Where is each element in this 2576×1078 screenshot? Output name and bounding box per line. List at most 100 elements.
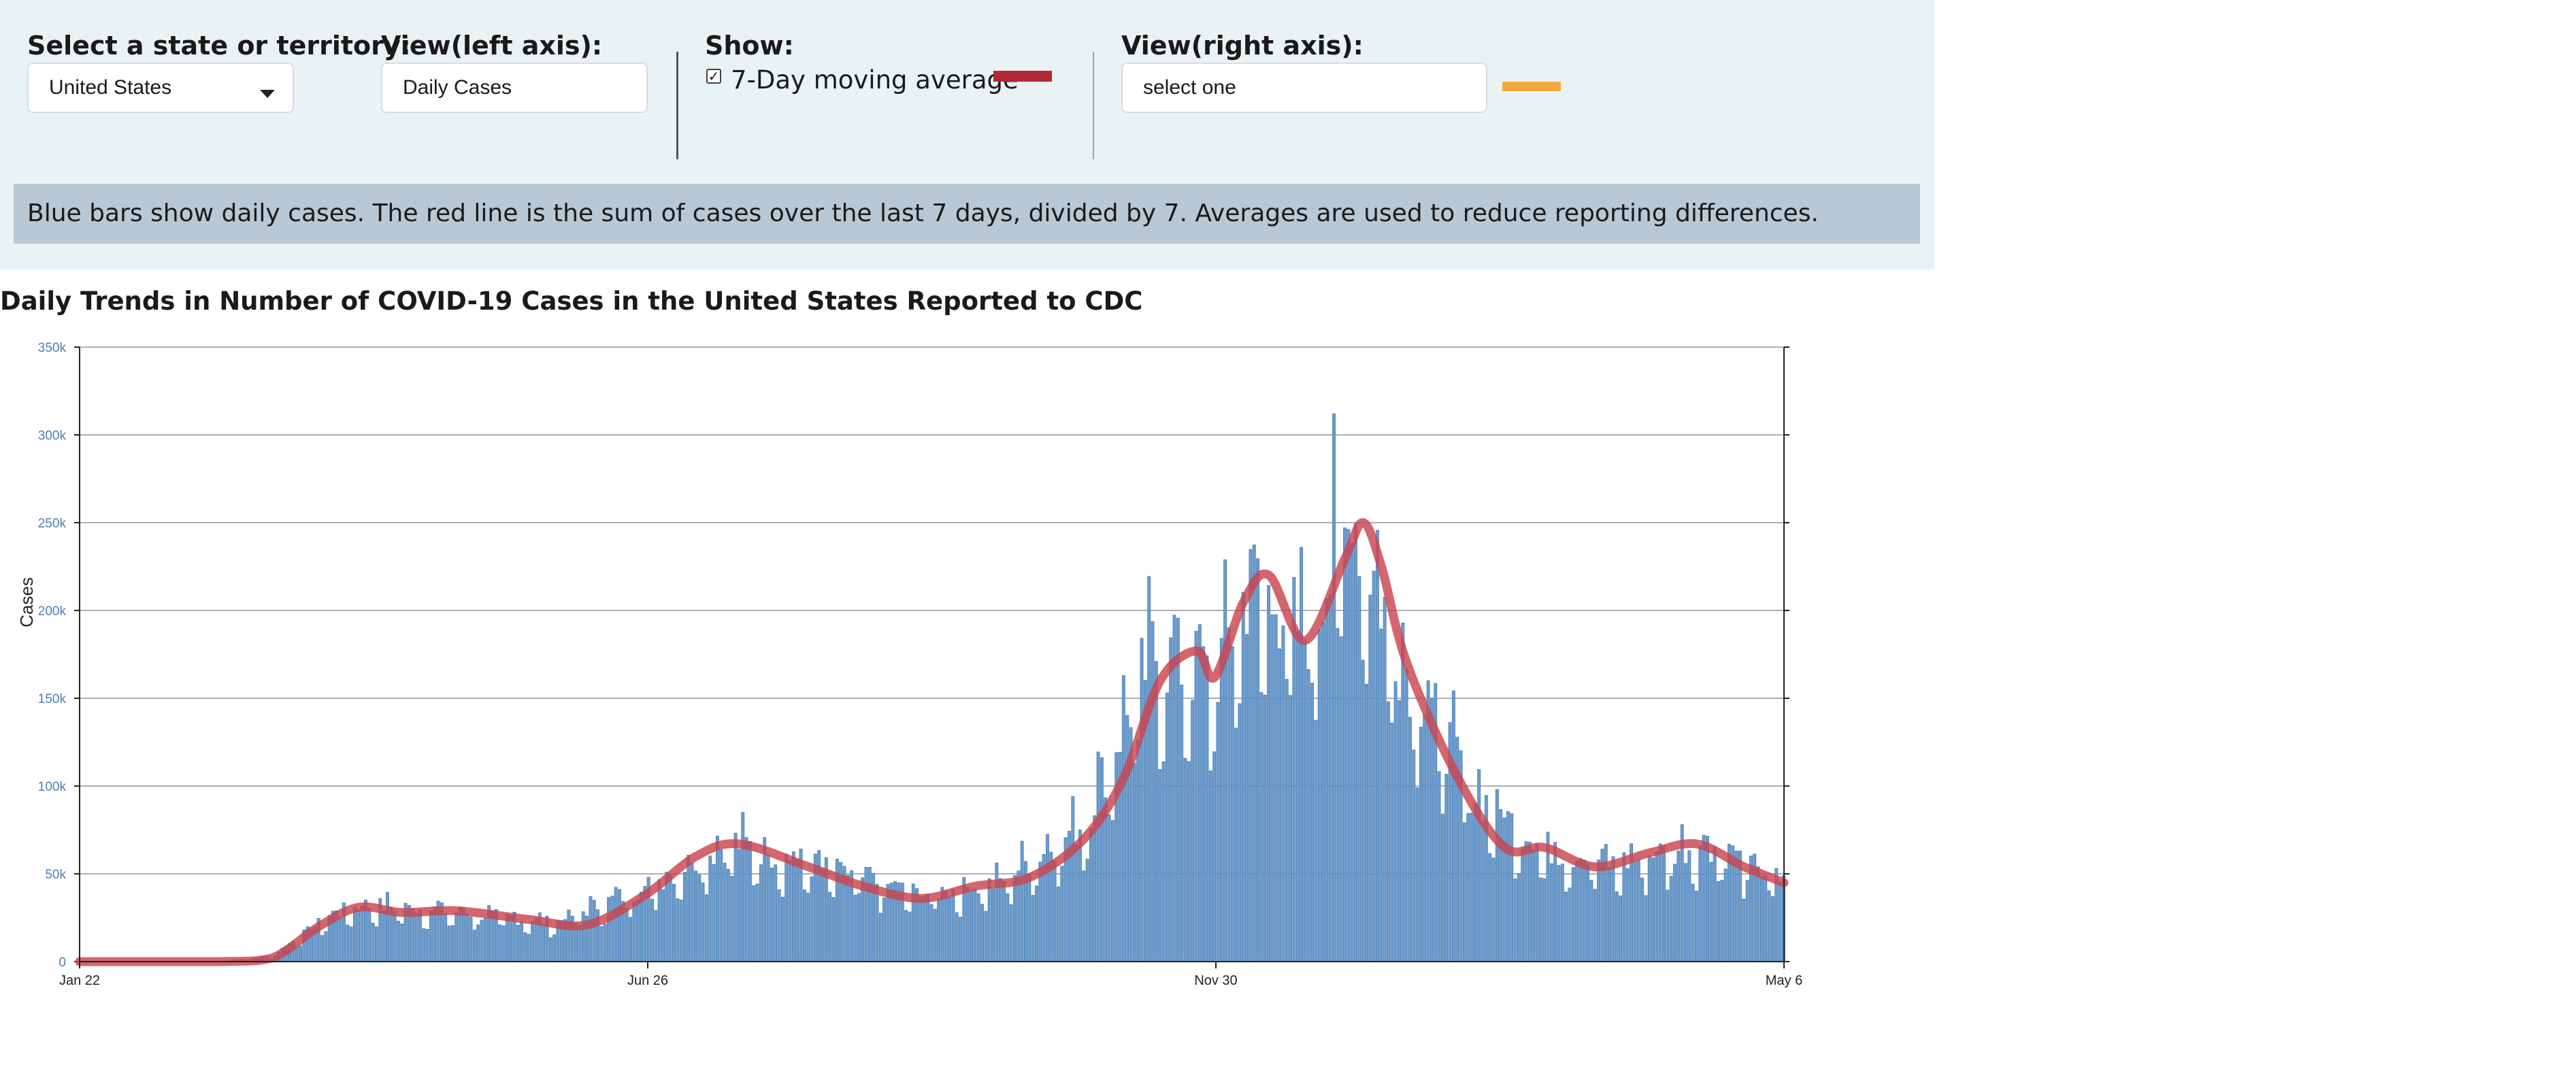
bar [1393, 681, 1398, 962]
bar [1549, 863, 1553, 962]
bar [618, 889, 621, 962]
bar [1571, 867, 1575, 962]
bar [1538, 877, 1542, 962]
bar [1466, 813, 1470, 962]
bar [1006, 893, 1010, 962]
bar [668, 873, 672, 962]
bar [360, 905, 364, 962]
bar [719, 849, 723, 962]
bar [708, 855, 712, 962]
bar [948, 896, 952, 962]
bar [1470, 813, 1474, 962]
bar [542, 924, 546, 962]
bar [1481, 821, 1485, 962]
bar [1154, 661, 1158, 962]
bar [1608, 867, 1612, 962]
bar [1169, 637, 1173, 962]
bar [788, 860, 792, 962]
bar [1361, 659, 1365, 962]
state-select-label: Select a state or territory: [27, 31, 411, 61]
bar [1662, 845, 1666, 962]
bar [1716, 881, 1720, 962]
bar [393, 911, 397, 962]
bar [1625, 868, 1630, 962]
bar [868, 867, 872, 962]
bar [1256, 558, 1260, 962]
bar [1347, 529, 1351, 962]
gridlines [80, 346, 1784, 962]
bar [1770, 896, 1774, 962]
bar [828, 892, 832, 962]
bar [864, 866, 868, 962]
bar [1619, 895, 1623, 962]
bar [1074, 845, 1078, 962]
bar [1760, 876, 1764, 962]
bar [777, 889, 781, 962]
bar [1579, 858, 1583, 962]
bar [694, 870, 697, 962]
bar [1451, 690, 1455, 962]
bar [1412, 749, 1416, 962]
bar [821, 868, 825, 962]
bar [690, 862, 694, 962]
bar [1082, 870, 1086, 962]
bar [1404, 668, 1408, 962]
divider [676, 52, 678, 159]
bar [1216, 702, 1220, 962]
bar [1698, 846, 1702, 962]
bar [1227, 627, 1231, 962]
bar [795, 859, 799, 962]
bar [1709, 862, 1713, 962]
moving-average-line [75, 518, 1789, 966]
show-label: Show: [705, 31, 794, 61]
bar [970, 890, 973, 962]
bar [1295, 631, 1300, 962]
right-axis-select-label: View(right axis): [1121, 31, 1364, 61]
bar [1462, 822, 1466, 962]
bar [578, 925, 582, 962]
bar [1187, 761, 1191, 962]
bar [1636, 859, 1640, 962]
bar [926, 894, 930, 962]
bar [1568, 887, 1572, 962]
bar [1702, 834, 1706, 962]
bar [1212, 751, 1217, 962]
bar [1401, 623, 1405, 962]
bar [1100, 757, 1104, 962]
bar [1365, 684, 1368, 962]
bar [531, 921, 535, 962]
bar [1191, 700, 1195, 962]
bar [1045, 834, 1049, 962]
bar [741, 812, 745, 962]
left-axis-select[interactable]: Daily Cases [381, 63, 648, 113]
state-select[interactable]: United States [27, 63, 294, 113]
bar [599, 926, 604, 962]
bar [1110, 820, 1114, 962]
bar [806, 892, 810, 962]
bar [1332, 413, 1336, 962]
bar [973, 889, 977, 962]
bar [1176, 617, 1180, 962]
x-tick-label: May 6 [1766, 973, 1802, 988]
bar [1096, 751, 1100, 962]
chart-title: Daily Trends in Number of COVID-19 Cases… [0, 287, 1143, 316]
bar [1506, 811, 1510, 962]
bar [1121, 675, 1125, 962]
bar [937, 899, 941, 962]
right-axis-select-value: select one [1143, 76, 1236, 99]
right-axis-select[interactable]: select one [1121, 63, 1487, 113]
left-axis-select-label: View(left axis): [381, 31, 603, 61]
bar [1423, 714, 1427, 962]
bar [987, 878, 991, 962]
bar [1165, 692, 1169, 962]
bar [1368, 595, 1372, 962]
bar [1564, 892, 1568, 962]
bar [629, 917, 632, 962]
bar [1440, 813, 1444, 962]
bar [904, 910, 908, 962]
bar [1691, 883, 1695, 962]
bar [1317, 629, 1321, 962]
moving-average-checkbox[interactable]: ✓ [706, 69, 721, 84]
bar [592, 900, 596, 962]
bar [1517, 873, 1521, 962]
